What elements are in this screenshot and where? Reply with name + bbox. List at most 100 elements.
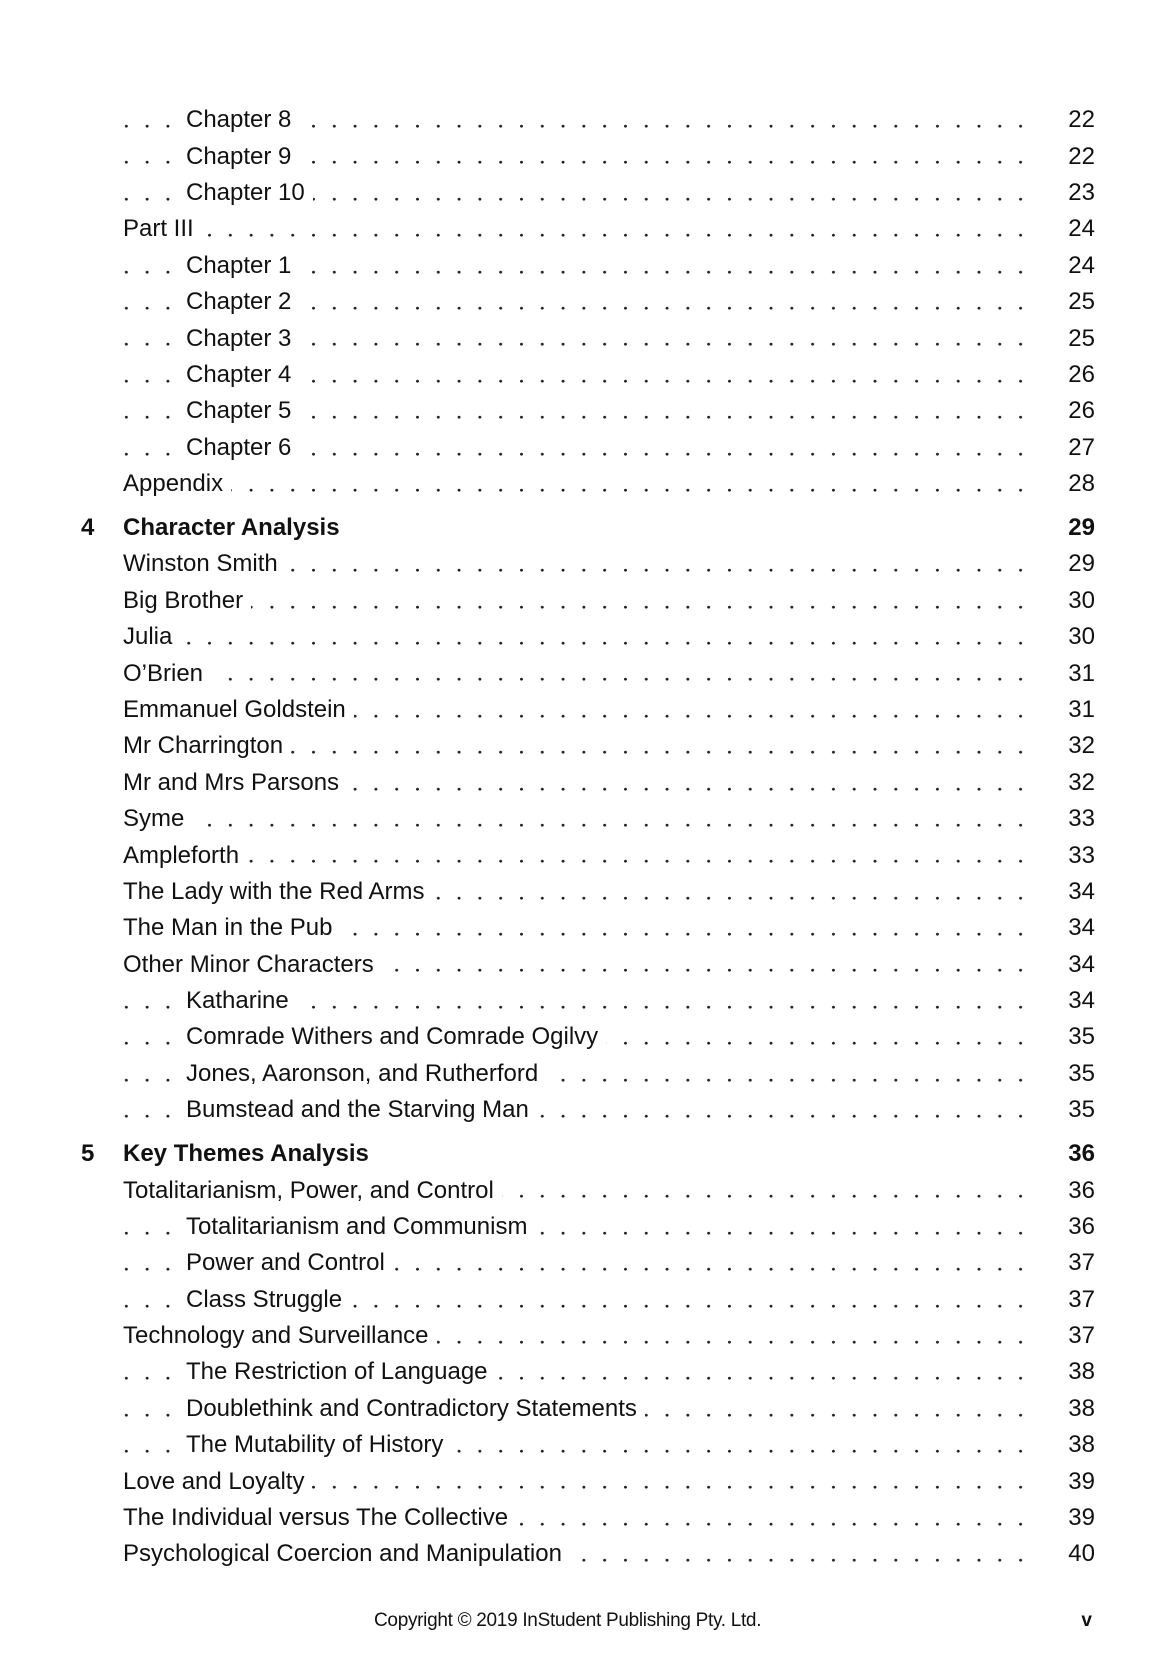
toc-entry[interactable]: The Lady with the Red Arms 34 — [0, 873, 1166, 911]
toc-entry[interactable]: Chapter 10 23 — [0, 174, 1166, 212]
toc-entry[interactable]: Mr and Mrs Parsons 32 — [0, 764, 1166, 801]
toc-entry-title: Totalitarianism and Communism — [186, 1212, 536, 1241]
toc-entry-page: 32 — [1068, 732, 1095, 760]
toc-entry[interactable]: Ampleforth 33 — [0, 837, 1166, 874]
toc-entry[interactable]: Chapter 1 24 — [0, 247, 1166, 284]
toc-entry-title: The Restriction of Language — [186, 1358, 496, 1387]
toc-entry[interactable]: The Man in the Pub 34 — [0, 910, 1166, 947]
toc-entry[interactable]: Appendix 28 — [0, 465, 1166, 503]
toc-entry[interactable]: Winston Smith 29 — [0, 546, 1166, 583]
toc-entry[interactable]: Doublethink and Contradictory Statements… — [0, 1390, 1166, 1428]
dot-leader — [120, 800, 1031, 838]
toc-entry-title: Chapter 1 — [186, 251, 300, 280]
dot-leader — [120, 655, 1031, 692]
toc-entry-page: 25 — [1068, 288, 1095, 316]
toc-entry-title: Julia — [123, 623, 181, 652]
toc-entry-page: 22 — [1068, 142, 1095, 170]
toc-entry-page: 29 — [1068, 513, 1095, 541]
toc-entry-title: Power and Control — [186, 1249, 393, 1278]
toc-entry[interactable]: The Individual versus The Collective 39 — [0, 1499, 1166, 1537]
toc-entry[interactable]: Comrade Withers and Comrade Ogilvy 35 — [0, 1019, 1166, 1056]
toc-entry[interactable]: Katharine 34 — [0, 982, 1166, 1020]
toc-entry-page: 35 — [1068, 1059, 1095, 1087]
toc-entry-page: 27 — [1068, 433, 1095, 461]
copyright-notice: Copyright © 2019 InStudent Publishing Pt… — [374, 1610, 762, 1631]
toc-entry-title: The Lady with the Red Arms — [123, 877, 433, 906]
toc-entry[interactable]: The Mutability of History 38 — [0, 1427, 1166, 1464]
toc-entry[interactable]: Love and Loyalty 39 — [0, 1463, 1166, 1500]
toc-entry-title: Technology and Surveillance — [123, 1322, 437, 1351]
toc-entry-title: Mr and Mrs Parsons — [123, 768, 348, 797]
dot-leader — [120, 211, 1031, 248]
toc-entry-title: Doublethink and Contradictory Statements — [186, 1394, 645, 1423]
toc-entry-page: 37 — [1068, 1322, 1095, 1350]
table-of-contents: Chapter 8 22 Chapter 9 22 Chapter 10 23 Part I… — [0, 102, 1166, 1573]
toc-entry-title: Emmanuel Goldstein — [123, 695, 354, 724]
toc-entry[interactable]: Jones, Aaronson, and Rutherford 35 — [0, 1055, 1166, 1093]
toc-entry-page: 34 — [1068, 914, 1095, 942]
toc-entry[interactable]: Totalitarianism, Power, and Control 36 — [0, 1172, 1166, 1209]
toc-entry-title: O’Brien — [123, 659, 212, 688]
toc-entry[interactable]: Other Minor Characters 34 — [0, 946, 1166, 983]
toc-entry[interactable]: Julia 30 — [0, 618, 1166, 656]
dot-leader — [120, 618, 1031, 656]
toc-entry[interactable]: Chapter 5 26 — [0, 393, 1166, 430]
toc-entry-page: 38 — [1068, 1394, 1095, 1422]
toc-entry-title: Syme — [123, 805, 193, 834]
toc-entry-title: Part III — [123, 215, 202, 244]
toc-entry-page: 28 — [1068, 470, 1095, 498]
toc-entry[interactable]: Bumstead and the Starving Man 35 — [0, 1092, 1166, 1129]
toc-entry-page: 33 — [1068, 841, 1095, 869]
page-number: v — [1081, 1610, 1092, 1631]
toc-entry[interactable]: Chapter 9 22 — [0, 138, 1166, 175]
toc-entry-title: Class Struggle — [186, 1285, 351, 1314]
toc-entry-page: 35 — [1068, 1023, 1095, 1051]
toc-entry[interactable]: Emmanuel Goldstein 31 — [0, 691, 1166, 729]
toc-entry-title: Totalitarianism, Power, and Control — [123, 1176, 502, 1205]
toc-entry[interactable]: Chapter 3 25 — [0, 320, 1166, 357]
toc-entry[interactable]: Big Brother 30 — [0, 582, 1166, 619]
toc-entry[interactable]: Power and Control 37 — [0, 1245, 1166, 1282]
toc-entry[interactable]: Psychological Coercion and Manipulation 4… — [0, 1536, 1166, 1573]
toc-entry-title: Chapter 10 — [186, 178, 313, 207]
toc-entry-page: 24 — [1068, 251, 1095, 279]
toc-entry-title: Chapter 4 — [186, 360, 300, 389]
toc-entry[interactable]: The Restriction of Language 38 — [0, 1354, 1166, 1391]
toc-entry-page: 31 — [1068, 659, 1095, 687]
toc-entry[interactable]: Chapter 8 22 — [0, 102, 1166, 139]
toc-entry-page: 39 — [1068, 1504, 1095, 1532]
toc-entry-page: 40 — [1068, 1540, 1095, 1568]
toc-entry[interactable]: O’Brien 31 — [0, 655, 1166, 692]
toc-entry[interactable]: Totalitarianism and Communism 36 — [0, 1208, 1166, 1246]
toc-entry-page: 25 — [1068, 324, 1095, 352]
toc-section-heading[interactable]: 4 Character Analysis 29 — [0, 510, 1166, 546]
toc-entry-page: 38 — [1068, 1431, 1095, 1459]
toc-entry-page: 35 — [1068, 1096, 1095, 1124]
toc-entry[interactable]: Part III 24 — [0, 211, 1166, 248]
toc-entry-title: Chapter 9 — [186, 142, 300, 171]
toc-entry-page: 39 — [1068, 1467, 1095, 1495]
toc-entry-title: Other Minor Characters — [123, 950, 382, 979]
dot-leader — [120, 465, 1031, 503]
toc-entry[interactable]: Class Struggle 37 — [0, 1281, 1166, 1318]
toc-entry[interactable]: Chapter 6 27 — [0, 429, 1166, 466]
toc-entry[interactable]: Syme 33 — [0, 800, 1166, 838]
toc-entry-page: 34 — [1068, 877, 1095, 905]
toc-entry[interactable]: Technology and Surveillance 37 — [0, 1317, 1166, 1355]
toc-entry[interactable]: Chapter 2 25 — [0, 283, 1166, 321]
toc-entry-title: Chapter 8 — [186, 106, 300, 135]
toc-entry-title: Character Analysis — [123, 513, 348, 542]
toc-entry-page: 30 — [1068, 623, 1095, 651]
toc-entry-title: Chapter 5 — [186, 397, 300, 426]
toc-entry[interactable]: Mr Charrington 32 — [0, 728, 1166, 765]
toc-section-heading[interactable]: 5 Key Themes Analysis 36 — [0, 1136, 1166, 1172]
toc-entry-title: Appendix — [123, 470, 232, 499]
toc-entry-title: Bumstead and the Starving Man — [186, 1096, 537, 1125]
toc-entry[interactable]: Chapter 4 26 — [0, 356, 1166, 394]
toc-entry-title: The Man in the Pub — [123, 914, 341, 943]
toc-entry-page: 33 — [1068, 805, 1095, 833]
toc-entry-title: Chapter 3 — [186, 324, 300, 353]
section-number: 4 — [81, 513, 95, 541]
dot-leader — [120, 837, 1031, 874]
toc-entry-title: Jones, Aaronson, and Rutherford — [186, 1059, 547, 1088]
